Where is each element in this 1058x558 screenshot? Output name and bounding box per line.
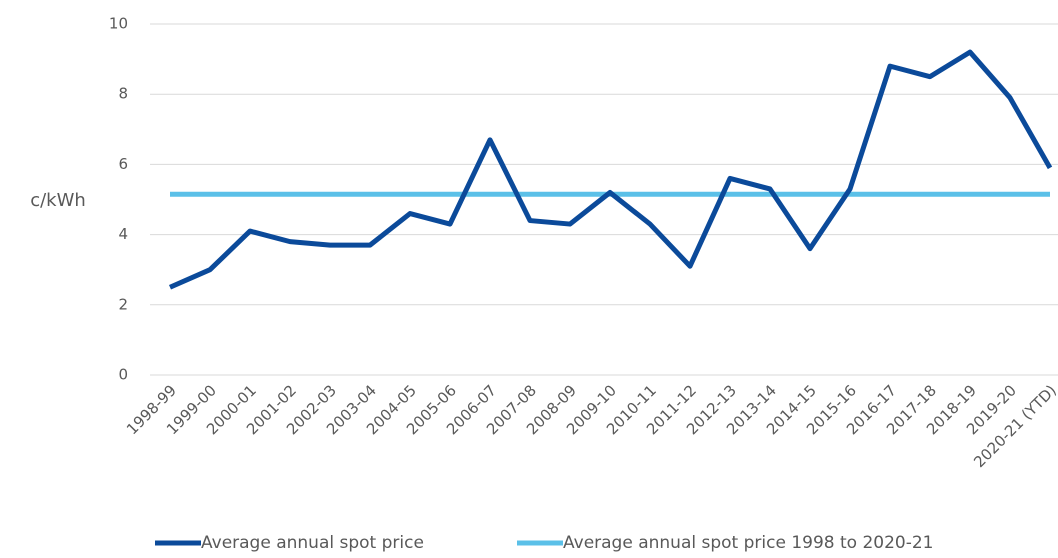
y-tick-label: 0 xyxy=(118,366,128,384)
legend-label: Average annual spot price 1998 to 2020-2… xyxy=(563,533,934,553)
y-tick-label: 10 xyxy=(109,15,128,33)
series-line xyxy=(168,49,1053,290)
y-tick-label: 4 xyxy=(118,225,128,243)
legend-label: Average annual spot price xyxy=(201,533,424,553)
y-tick-label: 2 xyxy=(118,295,128,313)
y-axis-label: c/kWh xyxy=(30,190,86,211)
y-tick-label: 6 xyxy=(118,155,128,173)
y-tick-label: 8 xyxy=(118,85,128,103)
